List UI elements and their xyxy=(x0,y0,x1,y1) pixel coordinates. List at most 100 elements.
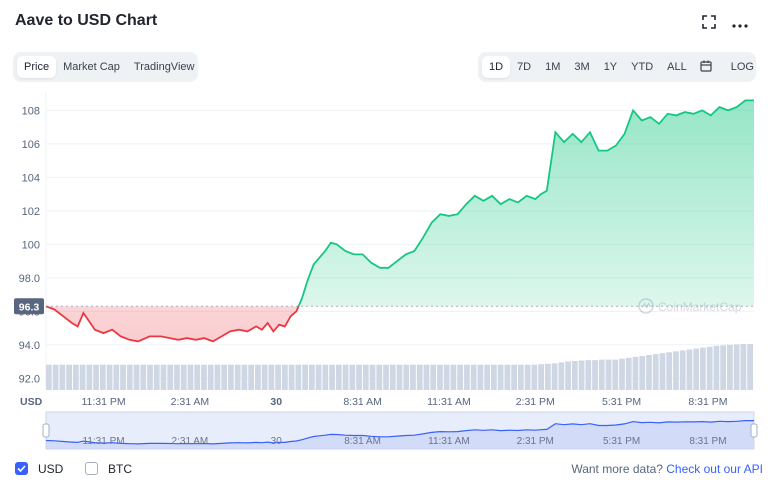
volume-bar xyxy=(362,364,369,390)
y-tick-label: 98.0 xyxy=(19,273,40,285)
range-navigator[interactable]: 11:31 PM 2:31 AM 30 8:31 AM 11:31 AM 2:31 PM 5… xyxy=(42,411,758,450)
range-3m[interactable]: 3M xyxy=(574,61,590,73)
volume-bar xyxy=(383,364,389,390)
navigator-tick-label: 5:31 PM xyxy=(603,436,640,447)
volume-bar xyxy=(113,364,120,390)
volume-bar xyxy=(66,364,72,390)
y-tick-label: 104 xyxy=(22,172,40,184)
btc-label[interactable]: BTC xyxy=(108,462,132,476)
expand-icon[interactable] xyxy=(698,14,720,36)
volume-bar xyxy=(46,364,52,390)
navigator-tick-label: 11:31 PM xyxy=(83,436,125,447)
tab-price[interactable]: Price xyxy=(17,56,57,78)
volume-bar xyxy=(126,364,133,390)
x-tick-label: 5:31 PM xyxy=(602,396,641,408)
volume-bar xyxy=(275,364,281,390)
volume-bar xyxy=(727,344,733,390)
chart-type-tabs: Price Market Cap TradingView xyxy=(13,52,198,82)
volume-bar xyxy=(511,364,517,390)
price-chart[interactable]: CoinMarketCap 10810610410210098.096.094.… xyxy=(0,0,778,455)
volume-bar xyxy=(659,353,666,390)
y-tick-label: 100 xyxy=(22,239,40,251)
api-link[interactable]: Check out our API xyxy=(666,462,763,476)
volume-bar xyxy=(585,360,592,390)
check-icon xyxy=(17,465,26,473)
volume-bar xyxy=(268,364,275,390)
volume-bar xyxy=(646,355,652,390)
range-1d[interactable]: 1D xyxy=(482,56,511,78)
navigator-handle-right[interactable] xyxy=(750,423,758,438)
volume-bar xyxy=(295,364,302,390)
usd-checkbox[interactable] xyxy=(15,462,28,475)
volume-bar xyxy=(329,364,335,390)
navigator-tick-label: 2:31 AM xyxy=(172,436,209,447)
volume-bar xyxy=(93,364,99,390)
navigator-tick-label: 8:31 PM xyxy=(689,436,726,447)
volume-bar xyxy=(356,364,362,390)
navigator-area xyxy=(46,420,754,449)
x-tick-label: 2:31 PM xyxy=(516,396,555,408)
volume-bar xyxy=(133,364,140,390)
log-toggle[interactable]: LOG xyxy=(730,61,754,73)
volume-bar xyxy=(464,364,470,390)
tab-market-cap[interactable]: Market Cap xyxy=(63,61,120,73)
volume-bar xyxy=(504,364,511,390)
volume-bar xyxy=(248,364,255,390)
volume-bar xyxy=(369,364,376,390)
volume-bar xyxy=(389,364,396,390)
volume-bar xyxy=(693,348,700,390)
volume-bar xyxy=(302,364,308,390)
volume-bar xyxy=(335,364,342,390)
volume-bar xyxy=(376,364,383,390)
api-promo: Want more data? Check out our API xyxy=(571,462,763,476)
volume-bar xyxy=(423,364,430,390)
range-7d[interactable]: 7D xyxy=(517,61,532,73)
chart-title: Aave to USD Chart xyxy=(15,12,158,29)
volume-bar xyxy=(308,364,315,390)
volume-bar xyxy=(733,344,740,390)
volume-bar xyxy=(147,364,153,390)
usd-label[interactable]: USD xyxy=(38,462,64,476)
volume-bar xyxy=(241,364,248,390)
volume-bar xyxy=(673,351,679,390)
btc-checkbox[interactable] xyxy=(85,462,98,475)
volume-bar xyxy=(315,364,322,390)
api-promo-text: Want more data? xyxy=(571,462,663,476)
more-options-icon[interactable] xyxy=(729,14,751,36)
navigator-tick-label: 2:31 PM xyxy=(517,436,554,447)
x-tick-label: 8:31 AM xyxy=(343,396,382,408)
calendar-icon[interactable] xyxy=(694,56,718,78)
volume-bar xyxy=(619,358,625,390)
y-tick-label: 106 xyxy=(22,139,40,151)
volume-bar xyxy=(140,364,147,390)
volume-bar xyxy=(194,364,201,390)
expand-icon-glyph xyxy=(702,15,716,29)
volume-bar xyxy=(551,363,558,390)
volume-bar xyxy=(518,364,524,390)
range-all[interactable]: ALL xyxy=(667,61,687,73)
volume-bar xyxy=(403,364,410,390)
volume-bar xyxy=(612,359,619,390)
range-ytd[interactable]: YTD xyxy=(631,61,654,73)
range-1m[interactable]: 1M xyxy=(545,61,561,73)
navigator-tick-label: 8:31 AM xyxy=(344,436,381,447)
volume-bar xyxy=(477,364,484,390)
dots-icon xyxy=(732,24,748,28)
volume-bar xyxy=(207,364,214,390)
volume-bar xyxy=(59,364,66,390)
volume-bar xyxy=(187,364,194,390)
volume-bar xyxy=(700,347,706,390)
volume-bar xyxy=(201,364,207,390)
volume-bar xyxy=(578,360,585,390)
volume-bar xyxy=(558,362,565,390)
open-price-label: 96.3 xyxy=(19,301,40,313)
volume-bar xyxy=(740,344,747,390)
navigator-handle-left[interactable] xyxy=(42,423,50,438)
volume-bar xyxy=(288,364,295,390)
volume-bar xyxy=(322,364,329,390)
volume-bar xyxy=(484,364,491,390)
tab-tradingview[interactable]: TradingView xyxy=(133,61,195,73)
volume-bar xyxy=(592,360,598,390)
range-1y[interactable]: 1Y xyxy=(603,61,618,73)
